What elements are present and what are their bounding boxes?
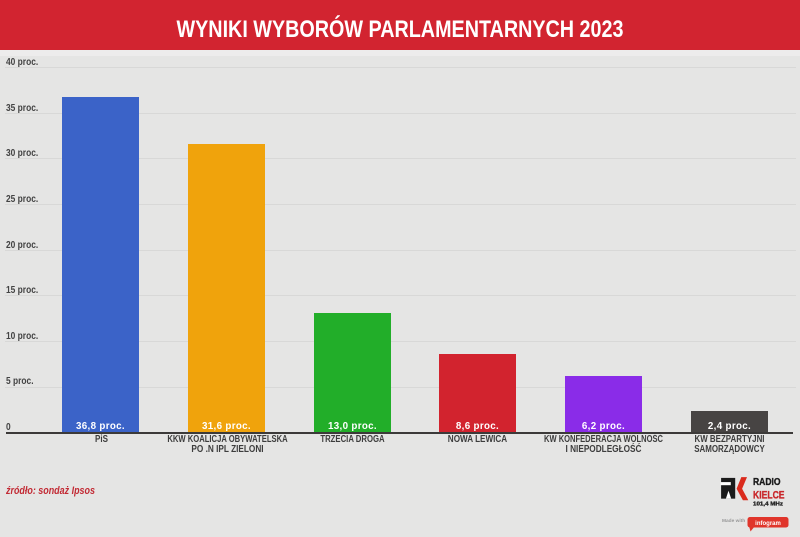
svg-text:infogram: infogram	[755, 521, 781, 527]
svg-text:KIELCE: KIELCE	[753, 489, 785, 501]
svg-text:101,4 MHz: 101,4 MHz	[753, 501, 783, 507]
svg-text:RADIO: RADIO	[753, 477, 781, 488]
